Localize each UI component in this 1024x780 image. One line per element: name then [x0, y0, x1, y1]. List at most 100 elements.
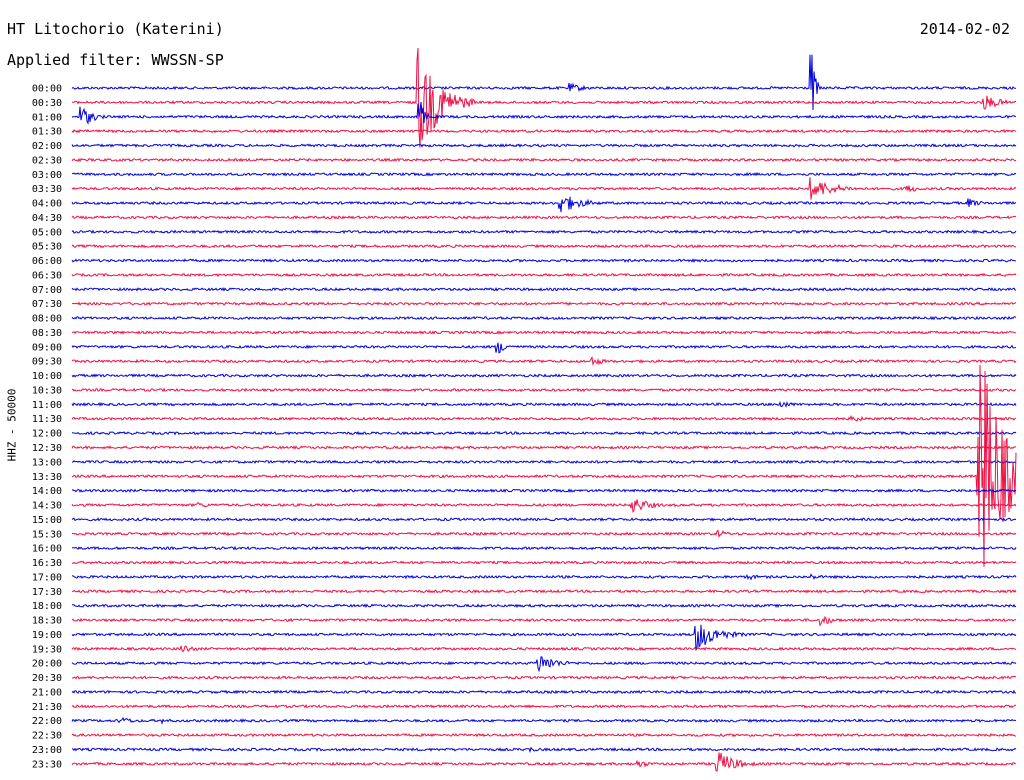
- trace-row-7: [71, 177, 1017, 200]
- row-time-label: 08:00: [32, 314, 62, 325]
- row-time-label: 13:30: [32, 472, 62, 483]
- trace-row-44: [71, 716, 1017, 725]
- row-time-label: 09:30: [32, 357, 62, 368]
- trace-row-3: [71, 128, 1017, 134]
- trace-row-36: [71, 603, 1017, 609]
- trace-row-24: [71, 430, 1017, 436]
- trace-row-39: [71, 645, 1017, 653]
- trace-row-27: [71, 364, 1017, 567]
- row-time-label: 21:30: [32, 702, 62, 713]
- trace-row-29: [71, 499, 1017, 514]
- row-time-label: 07:30: [32, 299, 62, 310]
- row-time-label: 16:00: [32, 544, 62, 555]
- trace-row-40: [71, 656, 1017, 673]
- trace-row-31: [71, 529, 1017, 539]
- row-time-label: 22:00: [32, 716, 62, 727]
- trace-row-37: [71, 615, 1017, 627]
- station-title: HT Litochorio (Katerini): [7, 20, 224, 38]
- row-time-label: 00:00: [32, 84, 62, 95]
- row-time-label: 07:00: [32, 285, 62, 296]
- trace-row-47: [71, 752, 1017, 772]
- row-time-label: 04:00: [32, 199, 62, 210]
- row-time-label: 02:30: [32, 155, 62, 166]
- filter-label: Applied filter: WWSSN-SP: [7, 51, 224, 69]
- trace-row-17: [71, 330, 1017, 335]
- row-time-label: 20:00: [32, 659, 62, 670]
- trace-row-28: [71, 488, 1017, 493]
- row-time-label: 08:30: [32, 328, 62, 339]
- trace-row-5: [71, 157, 1017, 163]
- row-time-label: 22:30: [32, 731, 62, 742]
- row-time-label: 23:30: [32, 759, 62, 770]
- row-time-label: 16:30: [32, 558, 62, 569]
- row-time-label: 14:00: [32, 486, 62, 497]
- row-time-label: 14:30: [32, 501, 62, 512]
- row-time-label: 17:30: [32, 587, 62, 598]
- trace-row-38: [71, 624, 1017, 651]
- trace-row-1: [71, 47, 1017, 148]
- row-time-label: 12:00: [32, 429, 62, 440]
- row-time-label: 00:30: [32, 98, 62, 109]
- trace-row-4: [71, 143, 1017, 148]
- trace-row-8: [71, 196, 1017, 213]
- row-time-label: 18:00: [32, 601, 62, 612]
- row-time-label: 19:00: [32, 630, 62, 641]
- trace-row-42: [71, 689, 1017, 695]
- trace-row-13: [71, 272, 1017, 278]
- row-time-label: 13:00: [32, 457, 62, 468]
- trace-row-2: [71, 102, 1017, 125]
- trace-row-30: [71, 516, 1017, 522]
- trace-row-45: [71, 732, 1017, 738]
- trace-row-22: [71, 400, 1017, 408]
- row-time-label: 15:30: [32, 529, 62, 540]
- trace-row-41: [71, 675, 1017, 681]
- row-time-label: 06:00: [32, 256, 62, 267]
- row-time-label: 12:30: [32, 443, 62, 454]
- date-label: 2014-02-02: [919, 20, 1010, 38]
- trace-row-34: [71, 573, 1017, 581]
- trace-row-46: [71, 746, 1017, 754]
- row-time-label: 21:00: [32, 687, 62, 698]
- trace-row-0: [71, 54, 1017, 111]
- row-time-label: 05:30: [32, 242, 62, 253]
- trace-row-23: [71, 414, 1017, 422]
- trace-row-21: [71, 387, 1017, 393]
- row-time-label: 19:30: [32, 644, 62, 655]
- row-time-label: 03:00: [32, 170, 62, 181]
- trace-row-20: [71, 373, 1017, 378]
- row-time-label: 11:00: [32, 400, 62, 411]
- trace-row-26: [71, 459, 1017, 465]
- trace-row-15: [71, 301, 1017, 306]
- trace-row-16: [71, 315, 1017, 321]
- trace-row-19: [71, 355, 1017, 367]
- row-time-label: 10:00: [32, 371, 62, 382]
- trace-row-14: [71, 286, 1017, 292]
- trace-row-9: [71, 215, 1017, 220]
- row-time-label: 15:00: [32, 515, 62, 526]
- row-time-label: 06:30: [32, 270, 62, 281]
- row-time-label: 01:00: [32, 112, 62, 123]
- trace-row-25: [71, 445, 1017, 450]
- trace-row-18: [71, 342, 1017, 354]
- row-time-label: 10:30: [32, 385, 62, 396]
- row-time-label: 20:30: [32, 673, 62, 684]
- row-time-label: 23:00: [32, 745, 62, 756]
- row-time-label: 01:30: [32, 127, 62, 138]
- trace-row-32: [72, 545, 1017, 551]
- row-time-label: 09:00: [32, 342, 62, 353]
- row-time-label: 02:00: [32, 141, 62, 152]
- trace-row-12: [71, 258, 1017, 264]
- trace-row-10: [71, 229, 1017, 235]
- trace-row-6: [71, 171, 1017, 177]
- row-time-label: 05:00: [32, 227, 62, 238]
- row-time-label: 11:30: [32, 414, 62, 425]
- trace-row-43: [71, 703, 1016, 709]
- trace-row-35: [71, 589, 1017, 594]
- row-time-label: 03:30: [32, 184, 62, 195]
- row-time-label: 04:30: [32, 213, 62, 224]
- row-time-label: 18:30: [32, 616, 62, 627]
- trace-row-33: [71, 560, 1017, 565]
- row-time-label: 17:00: [32, 572, 62, 583]
- trace-row-11: [71, 243, 1017, 249]
